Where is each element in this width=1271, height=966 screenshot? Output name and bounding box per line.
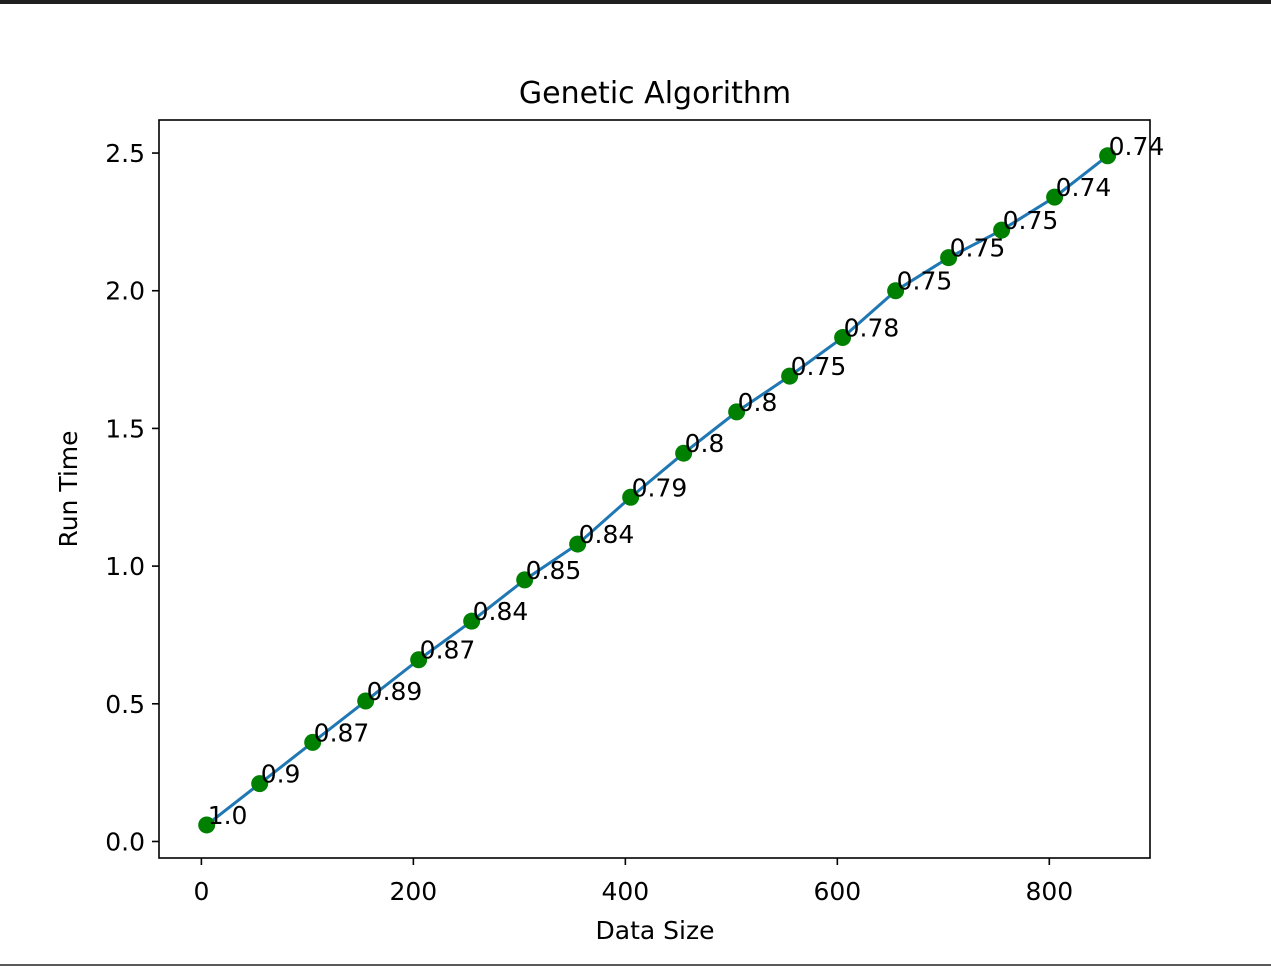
point-annotation: 0.75 (950, 234, 1006, 263)
point-annotation: 0.75 (897, 267, 953, 296)
window-bottom-border (0, 964, 1271, 966)
data-point (569, 535, 587, 553)
point-annotation: 0.79 (632, 473, 688, 502)
data-point (622, 488, 640, 506)
point-annotation: 0.87 (314, 718, 370, 747)
data-point (1046, 188, 1064, 206)
chart-title: Genetic Algorithm (519, 76, 791, 111)
data-point (357, 692, 375, 710)
data-point (887, 282, 905, 300)
point-annotation: 0.8 (685, 429, 725, 458)
point-annotation: 0.8 (738, 388, 778, 417)
point-annotation: 0.75 (1003, 206, 1059, 235)
data-point (940, 249, 958, 267)
data-point (993, 221, 1011, 239)
data-point (675, 444, 693, 462)
x-axis-label: Data Size (596, 916, 715, 945)
x-tick-label: 400 (601, 877, 649, 906)
window-top-border (0, 0, 1271, 4)
point-annotation: 1.0 (208, 801, 248, 830)
data-point (834, 329, 852, 347)
x-tick-label: 800 (1025, 877, 1073, 906)
y-tick-label: 1.0 (105, 552, 145, 581)
point-annotation: 0.78 (844, 314, 900, 343)
data-point (251, 775, 269, 793)
x-tick-label: 200 (390, 877, 438, 906)
point-annotation: 0.85 (526, 556, 582, 585)
point-annotation: 0.75 (791, 352, 847, 381)
y-axis-label: Run Time (54, 430, 83, 547)
y-tick-label: 2.0 (105, 277, 145, 306)
x-tick-label: 600 (813, 877, 861, 906)
y-tick-label: 0.5 (105, 690, 145, 719)
data-point (1099, 147, 1117, 165)
data-point (516, 571, 534, 589)
point-annotation: 0.87 (420, 636, 476, 665)
data-point (463, 612, 481, 630)
plot-area: 1.0 0.9 0.87 0.89 0.87 0.84 0.85 0.84 0.79 0.8 0.8… (198, 132, 1164, 834)
x-tick-label: 0 (193, 877, 209, 906)
y-tick-label: 1.5 (105, 414, 145, 443)
series-line (205, 154, 1109, 827)
data-point (198, 816, 216, 834)
y-tick-label: 2.5 (105, 139, 145, 168)
axes-frame (158, 119, 1151, 859)
point-annotation: 0.84 (579, 520, 635, 549)
point-annotation: 0.74 (1109, 132, 1165, 161)
y-tick-label: 0.0 (105, 827, 145, 856)
point-annotation: 0.89 (367, 677, 423, 706)
point-annotation: 0.84 (473, 597, 529, 626)
x-axis: 0 200 400 600 800 (193, 858, 1073, 906)
point-annotation: 0.74 (1056, 173, 1112, 202)
data-point (304, 733, 322, 751)
point-annotation: 0.9 (261, 760, 301, 789)
data-point (781, 367, 799, 385)
data-point (410, 651, 428, 669)
y-axis: 0.0 0.5 1.0 1.5 2.0 2.5 (105, 139, 159, 856)
data-point (728, 403, 746, 421)
